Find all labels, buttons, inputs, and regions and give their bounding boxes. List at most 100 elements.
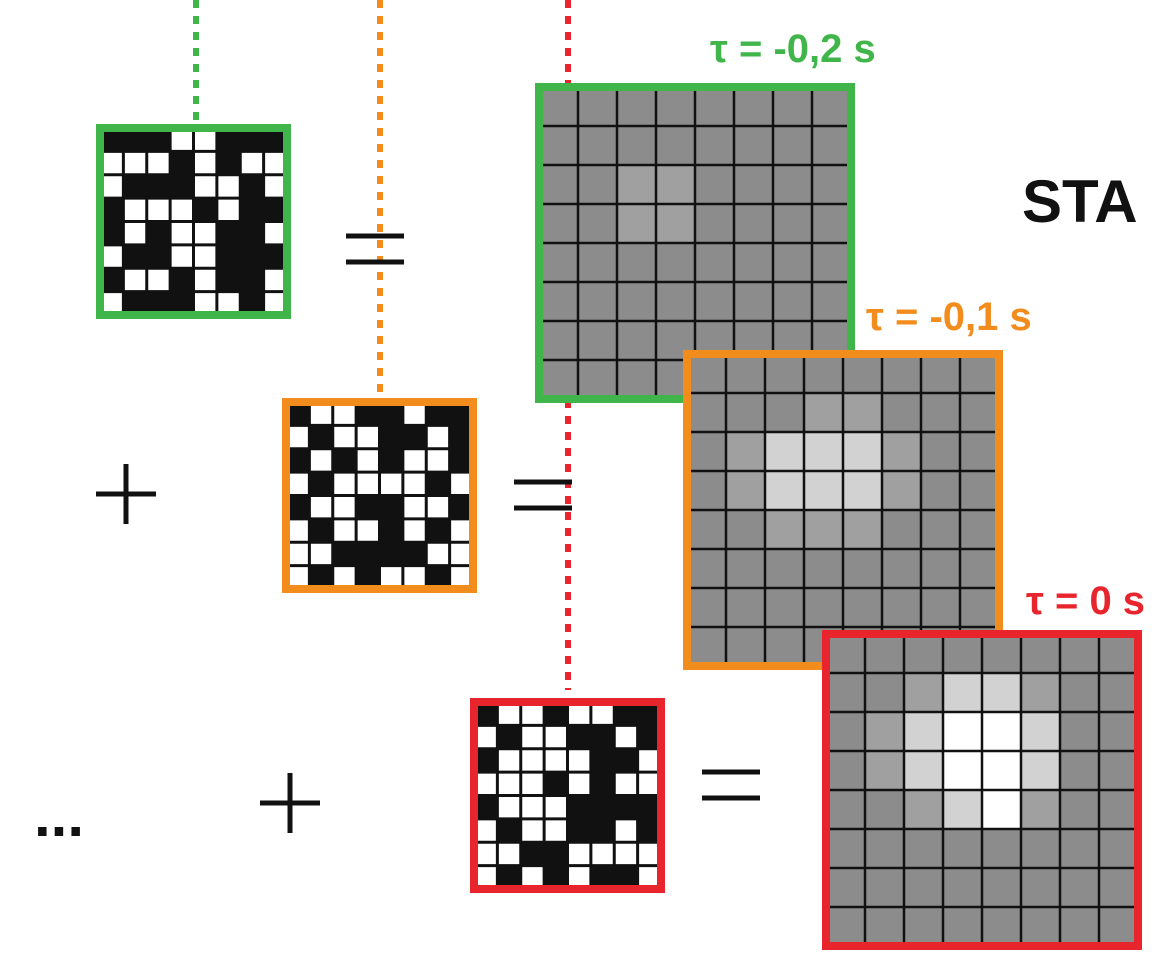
stimulus-pixel	[334, 497, 355, 518]
stimulus-frame-green	[96, 124, 291, 319]
stimulus-pixel	[287, 473, 308, 494]
stimulus-frame-red	[470, 698, 665, 893]
stimulus-pixel	[592, 843, 613, 865]
stimulus-pixel	[148, 199, 169, 220]
stimulus-pixel	[615, 843, 637, 865]
stimulus-pixel	[148, 269, 169, 291]
stimulus-pixel	[171, 129, 192, 150]
stimulus-pixel	[334, 473, 355, 494]
stimulus-pixel	[404, 473, 425, 494]
stimulus-pixel	[171, 246, 192, 267]
sta-frame-orange	[683, 350, 1003, 670]
stimulus-pixel	[310, 403, 332, 424]
sta-pixel	[726, 432, 765, 471]
stimulus-pixel	[124, 199, 146, 220]
stimulus-pixel	[498, 703, 520, 724]
stimulus-pixel	[451, 473, 472, 494]
sta-pixel	[943, 790, 982, 829]
stimulus-pixel	[545, 797, 566, 818]
sta-pixel	[982, 712, 1021, 751]
stimulus-pixel	[615, 773, 637, 794]
sta-pixel	[882, 471, 921, 510]
stimulus-pixel	[475, 820, 496, 841]
stimulus-pixel	[404, 520, 425, 541]
sta-title: STA	[1022, 168, 1138, 235]
stimulus-pixel	[404, 403, 425, 424]
sta-pixel	[765, 510, 804, 549]
stimulus-pixel	[404, 567, 425, 588]
equals-sign-1	[346, 233, 404, 265]
stimulus-pixel	[195, 152, 216, 174]
stimulus-pixel	[639, 867, 660, 888]
ellipsis: ...	[34, 782, 84, 849]
stimulus-pixel	[241, 152, 263, 174]
stimulus-pixel	[569, 867, 590, 888]
sta-pixel	[804, 432, 843, 471]
stimulus-pixel	[265, 223, 286, 244]
stimulus-pixel	[404, 497, 425, 518]
stimulus-pixel	[451, 567, 472, 588]
stimulus-pixel	[287, 543, 308, 565]
sta-pixel	[1021, 751, 1060, 790]
sta-pixel	[904, 751, 943, 790]
stimulus-pixel	[334, 567, 355, 588]
stimulus-pixel	[265, 293, 286, 314]
stimulus-pixel	[101, 246, 122, 267]
sta-frame-red	[822, 630, 1142, 950]
stimulus-pixel	[404, 450, 425, 471]
stimulus-pixel	[475, 726, 496, 748]
sta-pixel	[943, 712, 982, 751]
sta-pixel	[982, 790, 1021, 829]
stimulus-pixel	[334, 520, 355, 541]
stimulus-pixel	[195, 269, 216, 291]
stimulus-pixel	[569, 843, 590, 865]
stimulus-pixel	[265, 176, 286, 197]
sta-pixel	[656, 204, 695, 243]
stimulus-pixel	[287, 426, 308, 448]
stimulus-pixel	[451, 520, 472, 541]
stimulus-pixel	[124, 223, 146, 244]
stimulus-pixel	[639, 773, 660, 794]
sta-pixel	[804, 393, 843, 432]
stimulus-pixel	[569, 750, 590, 771]
stimulus-pixel	[265, 152, 286, 174]
plus-sign-1	[96, 464, 156, 524]
sta-border	[822, 630, 1142, 950]
sta-pixel	[1021, 712, 1060, 751]
stimulus-pixel	[522, 773, 543, 794]
sta-pixel	[617, 204, 656, 243]
stimulus-pixel	[639, 750, 660, 771]
sta-pixel	[865, 712, 904, 751]
stimulus-pixel	[475, 843, 496, 865]
stimulus-pixel	[218, 293, 239, 314]
stimulus-pixel	[381, 473, 402, 494]
tau-label-orange: τ = -0,1 s	[866, 295, 1032, 339]
sta-pixel	[726, 471, 765, 510]
stimulus-pixel	[357, 450, 378, 471]
stimulus-pixel	[545, 820, 566, 841]
stimulus-pixel	[522, 867, 543, 888]
sta-pixel	[904, 712, 943, 751]
stimulus-pixel	[265, 269, 286, 291]
stimulus-pixel	[522, 750, 543, 771]
stimulus-pixel	[498, 750, 520, 771]
sta-pixel	[617, 165, 656, 204]
sta-pixel	[904, 673, 943, 712]
sta-pixel	[865, 751, 904, 790]
stimulus-pixel	[195, 176, 216, 197]
sta-pixel	[843, 471, 882, 510]
equals-sign-2	[514, 479, 572, 511]
sta-pixel	[943, 673, 982, 712]
stimulus-pixel	[475, 867, 496, 888]
stimulus-pixel	[195, 293, 216, 314]
stimulus-pixel	[334, 426, 355, 448]
stimulus-pixel	[569, 773, 590, 794]
stimulus-pixel	[287, 520, 308, 541]
stimulus-pixel	[427, 497, 449, 518]
stimulus-pixel	[498, 843, 520, 865]
stimulus-pixel	[101, 293, 122, 314]
stimulus-pixel	[522, 703, 543, 724]
sta-pixel	[882, 432, 921, 471]
equals-sign-3	[702, 769, 760, 801]
